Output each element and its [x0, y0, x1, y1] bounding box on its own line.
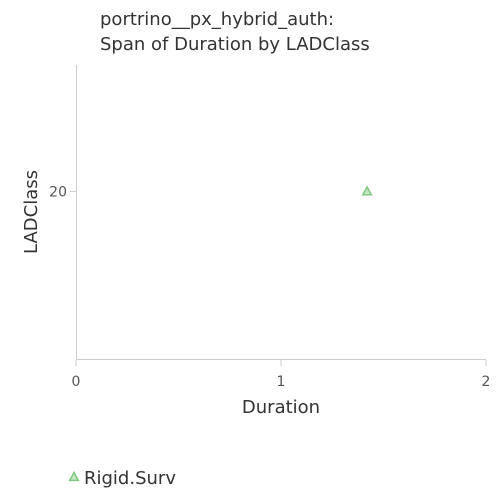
y-axis-title: LADClass [21, 170, 42, 254]
y-axis: 20 LADClass [21, 65, 77, 360]
legend-items: Rigid.Surv [70, 468, 177, 489]
chart-title-line-2: Span of Duration by LADClass [100, 34, 370, 55]
legend-label: Rigid.Surv [84, 468, 176, 489]
data-point [363, 187, 372, 195]
legend-marker [70, 473, 79, 481]
x-axis: 0 1 2 Duration [72, 360, 491, 419]
legend: Rigid.Surv [70, 468, 177, 489]
y-axis-ticks: 20 [49, 184, 76, 200]
plot-area [363, 187, 372, 195]
x-tick-label: 1 [277, 374, 286, 390]
y-tick-label: 20 [49, 184, 67, 200]
x-tick-label: 0 [72, 374, 81, 390]
chart-title-line-1: portrino__px_hybrid_auth: [100, 9, 334, 30]
chart-title: portrino__px_hybrid_auth: Span of Durati… [100, 9, 370, 55]
x-axis-title: Duration [242, 397, 320, 418]
x-tick-label: 2 [482, 374, 491, 390]
x-axis-ticks: 0 1 2 [72, 360, 491, 390]
